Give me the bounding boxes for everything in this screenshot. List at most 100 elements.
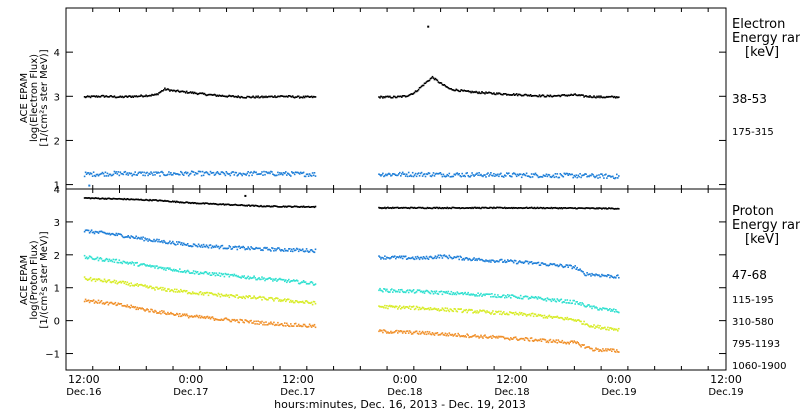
proton-point-115-195 — [419, 256, 422, 259]
proton-point-1060-1900 — [615, 351, 617, 353]
proton-point-310-580 — [437, 293, 440, 295]
proton-point-310-580 — [451, 293, 454, 296]
proton-point-310-580 — [382, 290, 384, 293]
proton-point-115-195 — [165, 242, 167, 245]
proton-point-115-195 — [391, 256, 393, 258]
electron-point-38-53 — [611, 95, 613, 98]
proton-point-795-1193 — [204, 292, 207, 295]
electron-point-175-315 — [272, 173, 274, 175]
electron-point-38-53 — [448, 87, 451, 90]
electron-point-38-53 — [117, 96, 120, 98]
proton-point-47-68 — [473, 206, 475, 209]
proton-point-310-580 — [442, 291, 445, 293]
proton-point-310-580 — [84, 257, 87, 260]
proton-point-1060-1900 — [387, 331, 389, 333]
proton-point-310-580 — [158, 266, 160, 269]
electron-point-175-315 — [90, 173, 93, 175]
proton-point-795-1193 — [266, 299, 268, 301]
proton-point-310-580 — [241, 275, 243, 277]
electron-point-175-315 — [246, 172, 248, 175]
electron-point-38-53 — [302, 95, 305, 98]
proton-point-310-580 — [150, 266, 152, 268]
proton-point-47-68 — [99, 198, 102, 200]
electron-point-175-315 — [151, 172, 153, 175]
proton-point-115-195 — [520, 261, 523, 264]
electron-point-38-53 — [479, 92, 481, 95]
proton-point-115-195 — [284, 248, 286, 250]
proton-point-310-580 — [586, 305, 588, 307]
proton-point-47-68 — [216, 203, 219, 206]
proton-point-795-1193 — [290, 299, 292, 302]
proton-point-47-68 — [472, 207, 474, 210]
proton-point-1060-1900 — [547, 341, 550, 344]
electron-point-38-53 — [152, 94, 154, 96]
electron-point-175-315 — [483, 174, 485, 176]
electron-point-38-53 — [214, 94, 217, 96]
proton-point-115-195 — [603, 274, 605, 277]
proton-point-310-580 — [406, 289, 409, 291]
proton-point-310-580 — [226, 273, 229, 276]
proton-point-1060-1900 — [428, 331, 431, 333]
electron-point-38-53 — [253, 96, 255, 99]
proton-point-47-68 — [497, 206, 499, 209]
proton-point-1060-1900 — [114, 301, 117, 304]
proton-point-47-68 — [97, 197, 100, 199]
electron-point-175-315 — [241, 174, 243, 177]
proton-point-795-1193 — [565, 318, 568, 320]
electron-point-38-53 — [422, 84, 425, 87]
proton-point-310-580 — [400, 289, 402, 291]
proton-point-795-1193 — [137, 285, 139, 287]
proton-point-47-68 — [291, 206, 293, 208]
proton-point-1060-1900 — [579, 344, 581, 347]
proton-point-795-1193 — [569, 318, 571, 320]
electron-point-38-53 — [91, 95, 94, 98]
proton-point-47-68 — [440, 207, 443, 210]
proton-point-310-580 — [403, 291, 406, 293]
proton-point-1060-1900 — [312, 325, 315, 327]
proton-point-1060-1900 — [408, 330, 411, 332]
proton-point-47-68 — [581, 207, 583, 209]
proton-point-1060-1900 — [380, 330, 382, 332]
electron-point-38-53 — [410, 93, 413, 95]
proton-point-115-195 — [454, 256, 457, 259]
proton-point-47-68 — [164, 199, 166, 202]
proton-point-795-1193 — [404, 306, 407, 308]
electron-point-38-53 — [501, 93, 503, 96]
proton-point-47-68 — [386, 207, 388, 209]
electron-point-38-53 — [519, 94, 522, 96]
proton-point-47-68 — [234, 203, 237, 206]
electron-point-38-53 — [592, 96, 594, 99]
proton-point-47-68 — [385, 207, 387, 210]
proton-point-310-580 — [197, 273, 200, 275]
proton-point-310-580 — [563, 301, 566, 303]
proton-point-1060-1900 — [593, 349, 595, 352]
proton-point-115-195 — [109, 234, 112, 236]
proton-point-115-195 — [461, 259, 463, 261]
proton-point-47-68 — [139, 198, 141, 201]
proton-point-47-68 — [437, 207, 440, 210]
electron-point-175-315 — [536, 174, 539, 177]
proton-point-47-68 — [190, 202, 193, 204]
electron-point-38-53 — [310, 95, 313, 98]
proton-point-115-195 — [308, 250, 311, 253]
proton-point-310-580 — [467, 291, 469, 294]
proton-point-310-580 — [271, 278, 273, 280]
electron-point-175-315 — [192, 171, 195, 173]
proton-point-310-580 — [577, 303, 579, 305]
proton-point-1060-1900 — [235, 319, 238, 321]
electron-point-175-315 — [443, 175, 446, 177]
proton-point-795-1193 — [465, 308, 467, 311]
proton-point-795-1193 — [187, 291, 190, 294]
proton-point-1060-1900 — [519, 337, 522, 340]
proton-point-115-195 — [528, 261, 531, 263]
proton-point-47-68 — [569, 207, 571, 209]
electron-point-38-53 — [114, 96, 117, 99]
electron-point-175-315 — [107, 175, 110, 177]
electron-point-38-53 — [240, 95, 242, 98]
proton-point-795-1193 — [389, 304, 391, 307]
proton-point-115-195 — [108, 232, 111, 235]
proton-point-1060-1900 — [268, 322, 270, 325]
electron-point-175-315 — [553, 176, 556, 179]
electron-point-38-53 — [616, 96, 618, 98]
proton-point-795-1193 — [419, 308, 422, 311]
